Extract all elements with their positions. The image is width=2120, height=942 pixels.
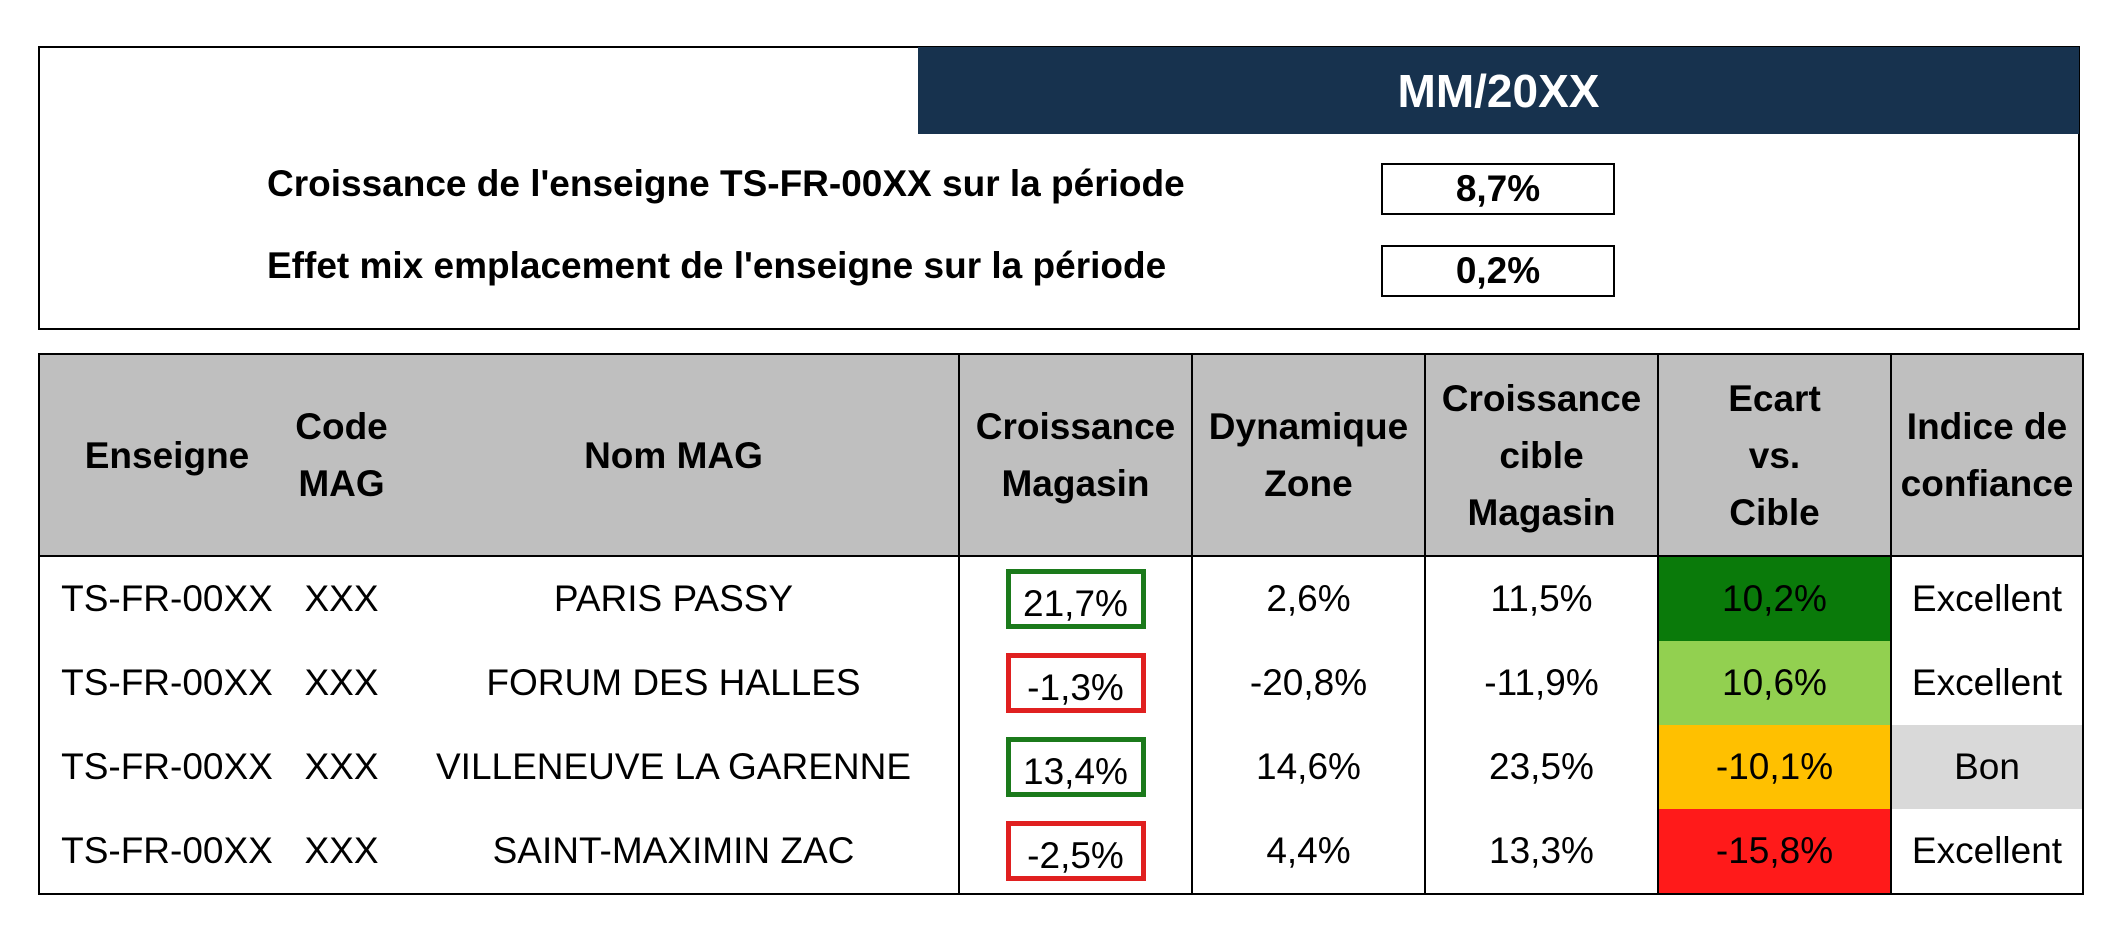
cell-nom-mag: PARIS PASSY <box>553 578 794 619</box>
cell-code-mag: XXX <box>304 746 379 787</box>
cell-dynamique-zone: -20,8% <box>1191 641 1425 725</box>
cell-ecart-cible: -10,1% <box>1657 725 1891 809</box>
cell-nom-mag: SAINT-MAXIMIN ZAC <box>492 830 855 871</box>
col-header-indice-confiance: Indice de confiance <box>1890 354 2084 557</box>
cell-dynamique-zone: 4,4% <box>1191 809 1425 894</box>
col-header-croissance-magasin: Croissance Magasin <box>958 354 1193 557</box>
cell-enseigne: TS-FR-00XX <box>61 746 273 787</box>
cell-indice-confiance: Bon <box>1890 725 2083 809</box>
col-header-code-mag: Code MAG <box>294 354 389 557</box>
period-banner: MM/20XX <box>918 47 2079 134</box>
kpi-value-croissance-enseigne: 8,7% <box>1381 163 1615 215</box>
cell-indice-confiance: Excellent <box>1890 556 2083 641</box>
cell-nom-mag: FORUM DES HALLES <box>486 662 861 703</box>
col-header-dynamique-zone: Dynamique Zone <box>1191 354 1426 557</box>
cell-ecart-cible: 10,2% <box>1657 556 1891 641</box>
cell-enseigne: TS-FR-00XX <box>61 662 273 703</box>
table-row: TS-FR-00XX XXX SAINT-MAXIMIN ZAC -2,5% 4,4% 1… <box>39 809 2083 894</box>
cell-ecart-cible: 10,6% <box>1657 641 1891 725</box>
cell-code-mag: XXX <box>304 662 379 703</box>
cell-croissance-magasin: 21,7% <box>958 556 1192 641</box>
cell-indice-confiance: Excellent <box>1890 809 2083 894</box>
cell-croissance-cible: 13,3% <box>1424 809 1658 894</box>
col-header-nom-mag: Nom MAG <box>389 354 959 557</box>
kpi-value-effet-mix: 0,2% <box>1381 245 1615 297</box>
stores-table: Enseigne Code MAG Nom MAG Croissance Magas… <box>38 353 2084 895</box>
kpi-label-effet-mix: Effet mix emplacement de l'enseigne sur … <box>267 245 1167 286</box>
cell-ecart-cible: -15,8% <box>1657 809 1891 894</box>
cell-indice-confiance: Excellent <box>1890 641 2083 725</box>
kpi-label-croissance-enseigne: Croissance de l'enseigne TS-FR-00XX sur … <box>267 163 1185 204</box>
growth-indicator-box: 21,7% <box>1005 569 1146 629</box>
cell-croissance-magasin: -2,5% <box>958 809 1192 894</box>
cell-croissance-magasin: 13,4% <box>958 725 1192 809</box>
cell-enseigne: TS-FR-00XX <box>61 830 273 871</box>
table-row: TS-FR-00XX XXX FORUM DES HALLES -1,3% -20,8%… <box>39 641 2083 725</box>
cell-nom-mag: VILLENEUVE LA GARENNE <box>435 746 912 787</box>
cell-croissance-magasin: -1,3% <box>958 641 1192 725</box>
col-header-ecart-cible: Ecart vs. Cible <box>1657 354 1892 557</box>
cell-croissance-cible: 11,5% <box>1424 556 1658 641</box>
cell-enseigne: TS-FR-00XX <box>61 578 273 619</box>
cell-code-mag: XXX <box>304 830 379 871</box>
col-header-croissance-cible: Croissance cible Magasin <box>1424 354 1659 557</box>
cell-croissance-cible: -11,9% <box>1424 641 1658 725</box>
table-header-row: Enseigne Code MAG Nom MAG Croissance Magas… <box>39 354 2084 557</box>
cell-croissance-cible: 23,5% <box>1424 725 1658 809</box>
table-row: TS-FR-00XX XXX VILLENEUVE LA GARENNE 13,4% 1… <box>39 725 2083 809</box>
cell-dynamique-zone: 14,6% <box>1191 725 1425 809</box>
cell-dynamique-zone: 2,6% <box>1191 556 1425 641</box>
growth-indicator-box: -2,5% <box>1005 821 1146 881</box>
growth-indicator-box: 13,4% <box>1005 737 1146 797</box>
col-header-enseigne: Enseigne <box>39 354 294 557</box>
cell-code-mag: XXX <box>304 578 379 619</box>
table-row: TS-FR-00XX XXX PARIS PASSY 21,7% 2,6% 11,5% 10… <box>39 556 2083 641</box>
growth-indicator-box: -1,3% <box>1005 653 1146 713</box>
